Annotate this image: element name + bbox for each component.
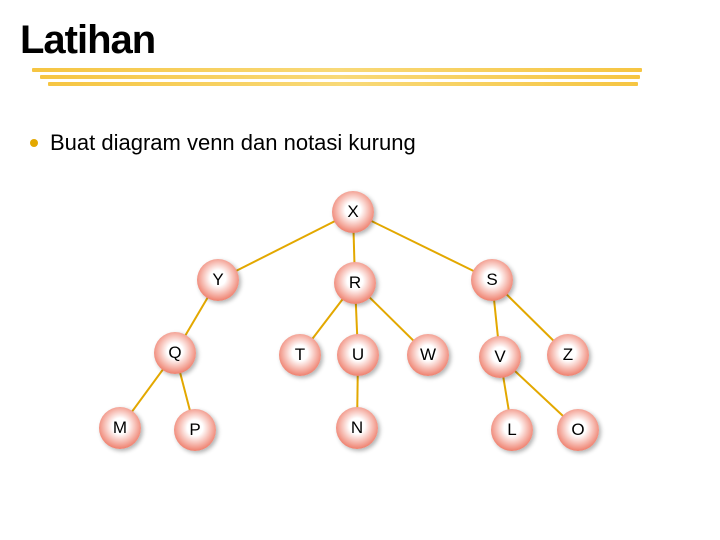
tree-node-label: P bbox=[189, 420, 200, 440]
tree-node: T bbox=[279, 334, 321, 376]
tree-node: P bbox=[174, 409, 216, 451]
tree-node-label: O bbox=[571, 420, 584, 440]
tree-node: Y bbox=[197, 259, 239, 301]
tree-node-label: R bbox=[349, 273, 361, 293]
tree-node: U bbox=[337, 334, 379, 376]
tree-node-label: Y bbox=[212, 270, 223, 290]
tree-node: M bbox=[99, 407, 141, 449]
tree-node: R bbox=[334, 262, 376, 304]
tree-diagram: X Y R S Q T U W V Z M P N L O bbox=[0, 0, 720, 540]
tree-edge bbox=[353, 212, 492, 280]
tree-node-label: S bbox=[486, 270, 497, 290]
tree-node-label: X bbox=[347, 202, 358, 222]
tree-node: L bbox=[491, 409, 533, 451]
tree-node-label: W bbox=[420, 345, 436, 365]
tree-node: Z bbox=[547, 334, 589, 376]
tree-node: Q bbox=[154, 332, 196, 374]
tree-node-label: M bbox=[113, 418, 127, 438]
tree-node: W bbox=[407, 334, 449, 376]
tree-node-label: V bbox=[494, 347, 505, 367]
tree-edge bbox=[218, 212, 353, 280]
tree-node: X bbox=[332, 191, 374, 233]
tree-node-label: T bbox=[295, 345, 305, 365]
tree-node-label: L bbox=[507, 420, 516, 440]
tree-node: N bbox=[336, 407, 378, 449]
tree-node-label: N bbox=[351, 418, 363, 438]
tree-node-label: Z bbox=[563, 345, 573, 365]
tree-node: S bbox=[471, 259, 513, 301]
tree-node: O bbox=[557, 409, 599, 451]
tree-node: V bbox=[479, 336, 521, 378]
tree-node-label: Q bbox=[168, 343, 181, 363]
tree-node-label: U bbox=[352, 345, 364, 365]
